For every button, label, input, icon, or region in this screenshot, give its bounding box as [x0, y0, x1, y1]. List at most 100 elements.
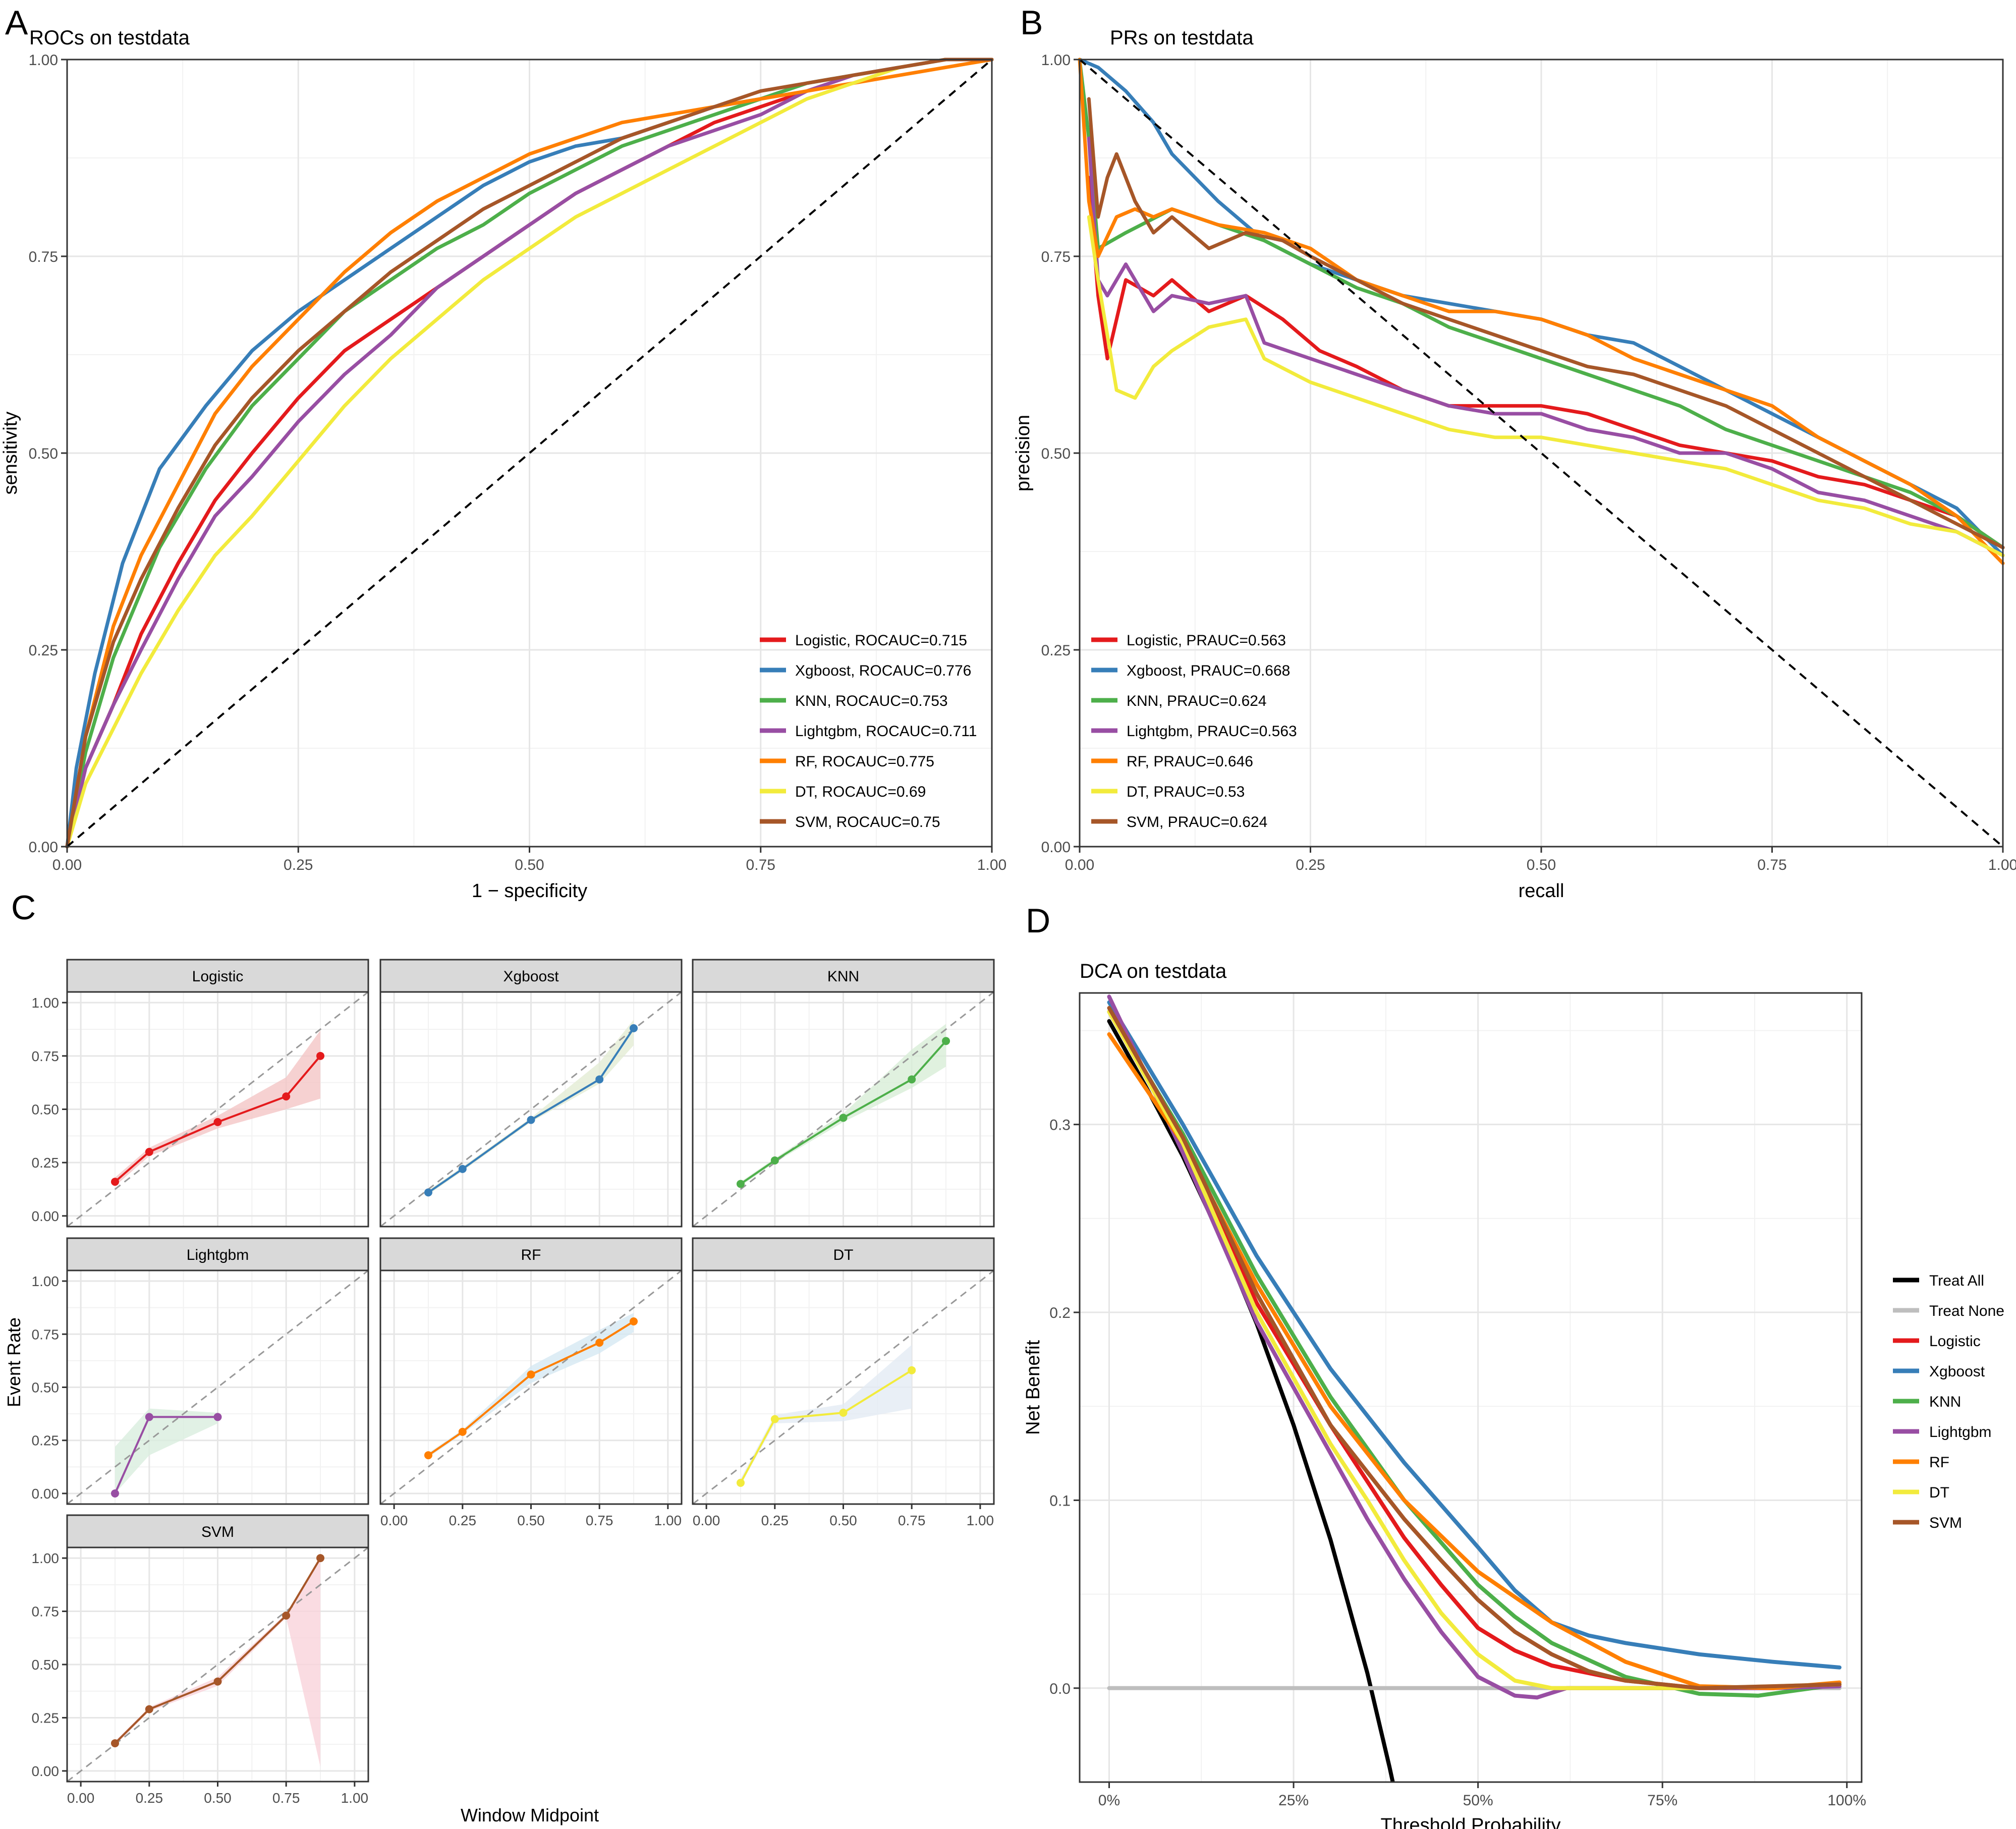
series-line-dt: [65, 58, 994, 849]
calibration-point: [770, 1415, 779, 1423]
calibration-point: [736, 1478, 745, 1487]
legend-label: Lightgbm, ROCAUC=0.711: [795, 723, 977, 740]
calibration-point: [839, 1114, 848, 1122]
calibration-point: [595, 1339, 604, 1347]
calibration-point: [213, 1118, 222, 1126]
x-tick-label: 1.00: [1988, 857, 2016, 873]
legend-label: Xgboost, ROCAUC=0.776: [795, 662, 971, 679]
calibration-point: [458, 1165, 467, 1173]
panel-letter: D: [1026, 902, 1050, 940]
reference-diagonal: [66, 59, 993, 848]
y-tick-label: 0.25: [32, 1155, 60, 1171]
x-tick-label: 100%: [1827, 1792, 1866, 1809]
legend-label: Lightgbm: [1929, 1424, 1991, 1440]
facet-svm: SVM 0.00 0.25 0.50 0.75 1.00 0.00 0.25 0.50 0.75 1…: [32, 1514, 369, 1806]
reference-diagonal: [67, 991, 369, 1228]
legend-label: DT: [1929, 1484, 1949, 1501]
x-tick-label: 0.00: [67, 1790, 95, 1806]
confidence-ribbon: [428, 1020, 634, 1195]
x-tick-label: 1.00: [967, 1513, 994, 1528]
x-tick-label: 0.00: [52, 857, 82, 873]
legend-label: RF, ROCAUC=0.775: [795, 753, 934, 770]
series-line-rf: [1107, 1032, 1842, 1690]
legend-label: Logistic, ROCAUC=0.715: [795, 632, 967, 649]
calibration-point: [110, 1739, 119, 1748]
y-tick-label: 0.50: [32, 1380, 60, 1396]
x-tick-label: 0.25: [284, 857, 313, 873]
y-tick-label: 0.75: [1041, 249, 1071, 265]
y-tick-label: 0.75: [32, 1604, 60, 1620]
facet-knn: KNN: [692, 959, 995, 1228]
legend-label: Xgboost: [1929, 1363, 1985, 1380]
y-tick-label: 1.00: [32, 995, 60, 1011]
y-tick-label: 0.75: [32, 1326, 60, 1342]
series-line-logistic: [1087, 176, 2005, 549]
chart-title: PRs on testdata: [1110, 27, 1254, 49]
y-tick-label: 1.00: [1041, 52, 1071, 69]
calibration-point: [110, 1178, 119, 1186]
y-axis-label: Event Rate: [4, 1317, 24, 1407]
legend-label: SVM, ROCAUC=0.75: [795, 814, 940, 830]
x-tick-label: 0.00: [1065, 857, 1094, 873]
y-tick-label: 0.50: [32, 1657, 60, 1673]
x-tick-label: 25%: [1278, 1792, 1309, 1809]
calibration-point: [527, 1116, 535, 1124]
legend-label: SVM, PRAUC=0.624: [1127, 814, 1267, 830]
calibration-point: [145, 1705, 153, 1713]
x-axis-label: Threshold Probability: [1381, 1815, 1561, 1829]
series-line-lightgbm: [1107, 994, 1842, 1700]
calibration-point: [282, 1092, 291, 1101]
calibration-point: [316, 1051, 325, 1060]
x-axis-label: recall: [1519, 880, 1564, 902]
facet-strip: [66, 1237, 369, 1271]
legend-label: Logistic: [1929, 1333, 1981, 1350]
series-line-treat-all: [1107, 1019, 1395, 1782]
x-tick-label: 0.50: [517, 1513, 545, 1528]
x-tick-label: 0.25: [449, 1513, 477, 1528]
y-tick-label: 0.2: [1049, 1305, 1071, 1321]
y-tick-label: 0.75: [29, 249, 58, 265]
series-line-rf: [1078, 58, 2005, 565]
x-axis-label: Window Midpoint: [461, 1805, 599, 1825]
x-tick-label: 0.75: [746, 857, 775, 873]
y-tick-label: 0.50: [1041, 446, 1071, 462]
y-tick-label: 0.25: [32, 1710, 60, 1726]
x-tick-label: 0.75: [1757, 857, 1786, 873]
facet-xgboost: Xgboost: [379, 959, 683, 1228]
facet-lightgbm: Lightgbm 0.00 0.25 0.50 0.75 1.00: [32, 1237, 369, 1505]
facet-logistic: Logistic 0.00 0.25 0.50 0.75 1.00: [32, 959, 369, 1228]
calibration-point: [736, 1180, 745, 1188]
y-axis-label: Net Benefit: [1023, 1340, 1044, 1435]
x-tick-label: 1.00: [654, 1513, 682, 1528]
legend-label: KNN: [1929, 1394, 1961, 1410]
legend-label: KNN, ROCAUC=0.753: [795, 693, 948, 709]
x-tick-label: 0.50: [829, 1513, 857, 1528]
series-line-dt: [1107, 1010, 1842, 1690]
calibration-point: [942, 1037, 950, 1045]
reference-diagonal: [67, 1269, 369, 1505]
y-tick-label: 0.3: [1049, 1117, 1071, 1134]
y-tick-label: 0.00: [32, 1486, 60, 1502]
x-tick-label: 1.00: [341, 1790, 369, 1806]
x-tick-label: 0.25: [136, 1790, 163, 1806]
y-tick-label: 0.50: [32, 1102, 60, 1118]
y-tick-label: 0.00: [32, 1763, 60, 1779]
x-tick-label: 0.00: [380, 1513, 408, 1528]
y-axis-label: precision: [1013, 415, 1034, 491]
y-tick-label: 1.00: [29, 52, 58, 69]
legend-label: Lightgbm, PRAUC=0.563: [1127, 723, 1297, 740]
y-tick-label: 0.25: [32, 1433, 60, 1449]
calibration-point: [110, 1489, 119, 1498]
panel-letter: C: [11, 889, 36, 927]
calibration-point: [213, 1413, 222, 1421]
plot-border: [379, 991, 683, 1228]
legend-label: Treat All: [1929, 1272, 1984, 1289]
plot-border: [692, 991, 995, 1228]
x-tick-label: 0.25: [1296, 857, 1325, 873]
facet-strip-label: Lightgbm: [187, 1247, 249, 1263]
panel-b-pr: B PRs on testdata 0.00 0.25 0.50 0.75 1.00 0.00…: [1013, 4, 2016, 902]
calibration-point: [527, 1370, 535, 1379]
panel-letter: B: [1020, 4, 1043, 42]
reference-diagonal: [692, 1269, 994, 1505]
calibration-point: [424, 1451, 432, 1460]
